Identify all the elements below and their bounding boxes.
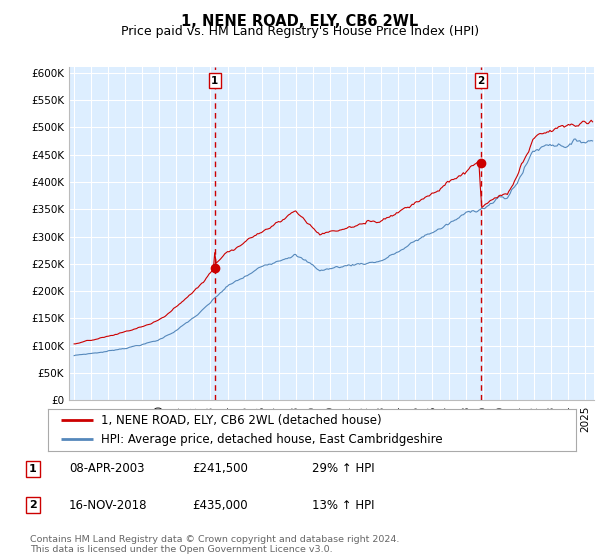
Text: Price paid vs. HM Land Registry's House Price Index (HPI): Price paid vs. HM Land Registry's House …	[121, 25, 479, 38]
Text: 1, NENE ROAD, ELY, CB6 2WL (detached house): 1, NENE ROAD, ELY, CB6 2WL (detached hou…	[101, 414, 382, 427]
Text: HPI: Average price, detached house, East Cambridgeshire: HPI: Average price, detached house, East…	[101, 433, 442, 446]
Text: 16-NOV-2018: 16-NOV-2018	[69, 498, 148, 512]
Text: 29% ↑ HPI: 29% ↑ HPI	[312, 462, 374, 475]
Text: 1: 1	[29, 464, 37, 474]
Text: 13% ↑ HPI: 13% ↑ HPI	[312, 498, 374, 512]
Text: Contains HM Land Registry data © Crown copyright and database right 2024.
This d: Contains HM Land Registry data © Crown c…	[30, 535, 400, 554]
Text: 2: 2	[29, 500, 37, 510]
Text: 08-APR-2003: 08-APR-2003	[69, 462, 145, 475]
Text: 2: 2	[478, 76, 485, 86]
Text: £435,000: £435,000	[192, 498, 248, 512]
Text: 1: 1	[211, 76, 218, 86]
Text: 1, NENE ROAD, ELY, CB6 2WL: 1, NENE ROAD, ELY, CB6 2WL	[181, 14, 419, 29]
Text: £241,500: £241,500	[192, 462, 248, 475]
